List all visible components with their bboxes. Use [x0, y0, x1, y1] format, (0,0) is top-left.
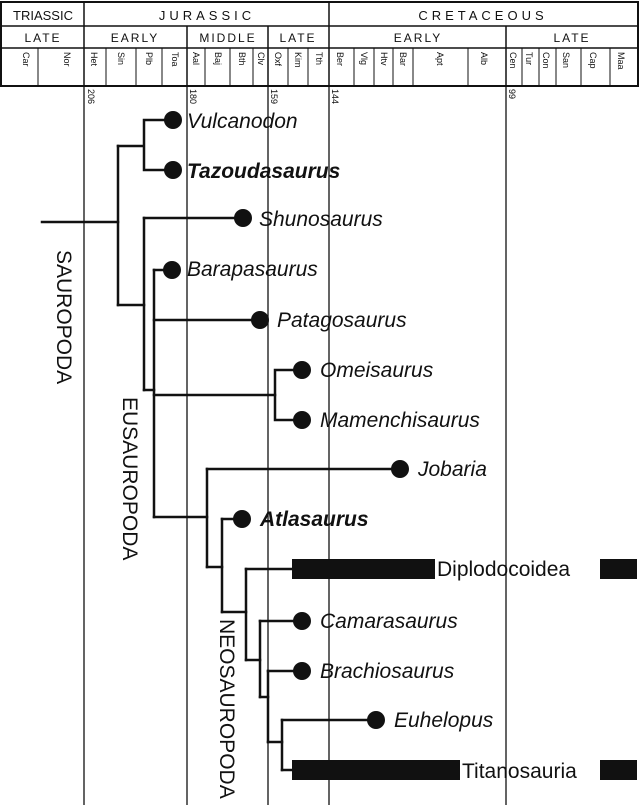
taxon-label-brachiosaurus: Brachiosaurus — [320, 660, 455, 683]
stage-labels: Car Nor Het Sin Plb Toa Aal Baj Bth Clv … — [21, 52, 626, 70]
taxon-label-titanosauria: Titanosauria — [462, 760, 577, 783]
taxon-label-jobaria: Jobaria — [417, 458, 487, 481]
time-boundary-lines — [83, 86, 507, 805]
omeisaurus-marker — [293, 361, 311, 379]
age-label-144: 144 — [330, 89, 340, 104]
stage-label: Nor — [62, 52, 72, 67]
epoch-label-early-jurassic: EARLY — [111, 31, 159, 45]
stage-label: San — [561, 52, 571, 68]
taxon-label-atlasaurus: Atlasaurus — [259, 508, 369, 531]
stage-dividers — [37, 48, 611, 86]
geologic-timescale-header: TRIASSIC JURASSIC CRETACEOUS LATE EARLY … — [0, 1, 639, 104]
titanosauria-range-bar — [292, 760, 460, 780]
epoch-label-middle-jurassic: MIDDLE — [199, 31, 256, 45]
clade-label-eusauropoda: EUSAUROPODA — [118, 397, 141, 560]
epoch-label-late-cretaceous: LATE — [553, 31, 590, 45]
period-label-triassic: TRIASSIC — [13, 8, 73, 23]
stage-label: Maa — [616, 52, 626, 70]
stage-label: Ber — [335, 52, 345, 66]
barapasaurus-marker — [163, 261, 181, 279]
clade-label-neosauropoda: NEOSAUROPODA — [215, 619, 238, 799]
stage-label: Htv — [379, 52, 389, 66]
patagosaurus-marker — [251, 311, 269, 329]
stage-label: Het — [89, 52, 99, 67]
stage-label: Baj — [213, 52, 223, 65]
stage-label: Apt — [435, 52, 445, 66]
mamenchisaurus-marker — [293, 411, 311, 429]
age-label-180: 180 — [188, 89, 198, 104]
mamenchisaurid-branches — [273, 368, 301, 422]
taxon-label-camarasaurus: Camarasaurus — [320, 610, 458, 633]
titanosauria-range-bar-end — [600, 760, 637, 780]
epoch-label-late-triassic: LATE — [24, 31, 61, 45]
stage-label: Bth — [237, 52, 247, 66]
stage-label: Toa — [170, 52, 180, 67]
jobaria-marker — [391, 460, 409, 478]
stage-label: Kim — [293, 52, 303, 68]
age-label-99: 99 — [507, 89, 517, 99]
basal-clade-branches — [116, 118, 172, 172]
stage-label: Cen — [508, 52, 518, 69]
terminal-markers — [163, 111, 637, 780]
period-label-jurassic: JURASSIC — [159, 8, 255, 23]
stage-label: Car — [21, 52, 31, 67]
camarasaurus-marker — [293, 612, 311, 630]
period-label-cretaceous: CRETACEOUS — [418, 8, 547, 23]
taxon-label-tazoudasaurus: Tazoudasaurus — [187, 160, 340, 183]
euhelopus-marker — [367, 711, 385, 729]
timescale-frame — [0, 1, 639, 87]
stage-label: Sin — [116, 52, 126, 65]
stage-label: Tth — [314, 52, 324, 65]
taxon-label-barapasaurus: Barapasaurus — [187, 258, 318, 281]
taxon-labels: Vulcanodon Tazoudasaurus Shunosaurus Bar… — [187, 110, 577, 783]
diplodocoidea-range-bar-end — [600, 559, 637, 579]
stage-label: Cap — [588, 52, 598, 69]
age-label-159: 159 — [269, 89, 279, 104]
cladogram-branches — [40, 118, 400, 772]
epoch-label-early-cretaceous: EARLY — [394, 31, 442, 45]
age-label-206: 206 — [86, 89, 96, 104]
taxon-label-diplodocoidea: Diplodocoidea — [437, 558, 570, 581]
stage-label: Con — [541, 52, 551, 69]
stage-label: Oxf — [273, 52, 283, 67]
taxon-label-euhelopus: Euhelopus — [394, 709, 494, 732]
atlasaurus-marker — [233, 510, 251, 528]
stage-label: Tur — [524, 52, 534, 65]
taxon-label-omeisaurus: Omeisaurus — [320, 359, 434, 382]
stage-label: Clv — [256, 52, 266, 65]
stage-label: Bar — [398, 52, 408, 66]
stage-label: Alb — [479, 52, 489, 65]
taxon-label-mamenchisaurus: Mamenchisaurus — [320, 409, 480, 432]
clade-labels: SAUROPODA EUSAUROPODA NEOSAUROPODA — [52, 250, 238, 799]
stage-label: Plb — [144, 52, 154, 65]
taxon-label-vulcanodon: Vulcanodon — [187, 110, 298, 133]
clade-label-sauropoda: SAUROPODA — [52, 250, 75, 384]
tazoudasaurus-marker — [164, 161, 182, 179]
taxon-label-shunosaurus: Shunosaurus — [259, 208, 383, 231]
stage-label: Aal — [191, 52, 201, 65]
taxon-label-patagosaurus: Patagosaurus — [277, 309, 407, 332]
vulcanodon-marker — [164, 111, 182, 129]
shunosaurus-marker — [234, 209, 252, 227]
brachiosaurus-marker — [293, 662, 311, 680]
diplodocoidea-range-bar — [292, 559, 435, 579]
epoch-label-late-jurassic: LATE — [279, 31, 316, 45]
stage-label: Vlg — [359, 52, 369, 65]
